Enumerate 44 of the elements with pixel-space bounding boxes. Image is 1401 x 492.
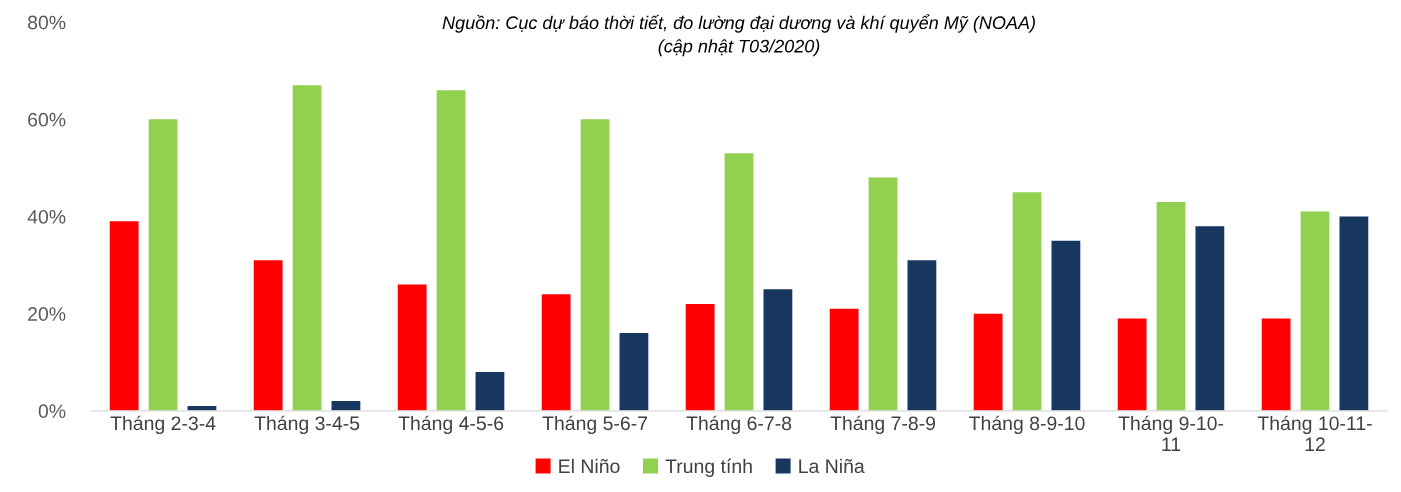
bar — [109, 221, 139, 411]
bar — [973, 313, 1003, 411]
bar — [397, 284, 427, 411]
bar — [763, 289, 793, 411]
bar — [907, 260, 937, 411]
x-tick-label: Tháng 2-3-4 — [110, 415, 216, 435]
bar — [436, 90, 466, 411]
bar — [619, 333, 649, 411]
bar — [829, 308, 859, 411]
bar — [1051, 240, 1081, 411]
bar — [1300, 211, 1330, 411]
bar — [580, 119, 610, 411]
legend-label: La Niña — [799, 458, 865, 474]
x-tick-label: Tháng 6-7-8 — [686, 415, 792, 435]
legend-label: Trung tính — [665, 458, 752, 477]
bar — [1156, 201, 1186, 411]
bar — [1195, 226, 1225, 411]
bar — [253, 260, 283, 411]
bar — [475, 371, 505, 411]
y-tick-label: 20% — [28, 307, 66, 321]
x-tick-label: Tháng 9-10-11 — [1118, 415, 1224, 451]
x-tick-label: Tháng 5-6-7 — [542, 415, 648, 435]
bar — [292, 85, 322, 411]
y-tick-label: 0% — [38, 404, 66, 419]
x-tick-label: Tháng 8-9-10 — [969, 415, 1085, 435]
bar — [331, 401, 361, 411]
bar — [685, 303, 715, 411]
bar — [541, 294, 571, 411]
bar — [1261, 318, 1291, 411]
x-tick-label: Tháng 7-8-9 — [830, 415, 936, 435]
bar — [724, 153, 754, 411]
x-tick-label: Tháng 10-11-12 — [1257, 415, 1372, 451]
bar — [1012, 192, 1042, 411]
bar — [1339, 216, 1369, 411]
legend-label: El Niño — [559, 458, 620, 474]
chart-title: Nguồn: Cục dự báo thời tiết, đo lường đại dương và khí quyển Mỹ (NOAA) (cập nhật T03/2020) — [442, 14, 1035, 57]
x-tick-label: Tháng 3-4-5 — [254, 415, 360, 435]
bar — [1117, 318, 1147, 411]
bar — [148, 119, 178, 411]
y-tick-label: 60% — [28, 112, 66, 127]
y-tick-label: 80% — [27, 15, 66, 30]
y-tick-label: 40% — [27, 209, 66, 224]
bar — [868, 177, 898, 411]
x-tick-label: Tháng 4-5-6 — [398, 415, 504, 435]
